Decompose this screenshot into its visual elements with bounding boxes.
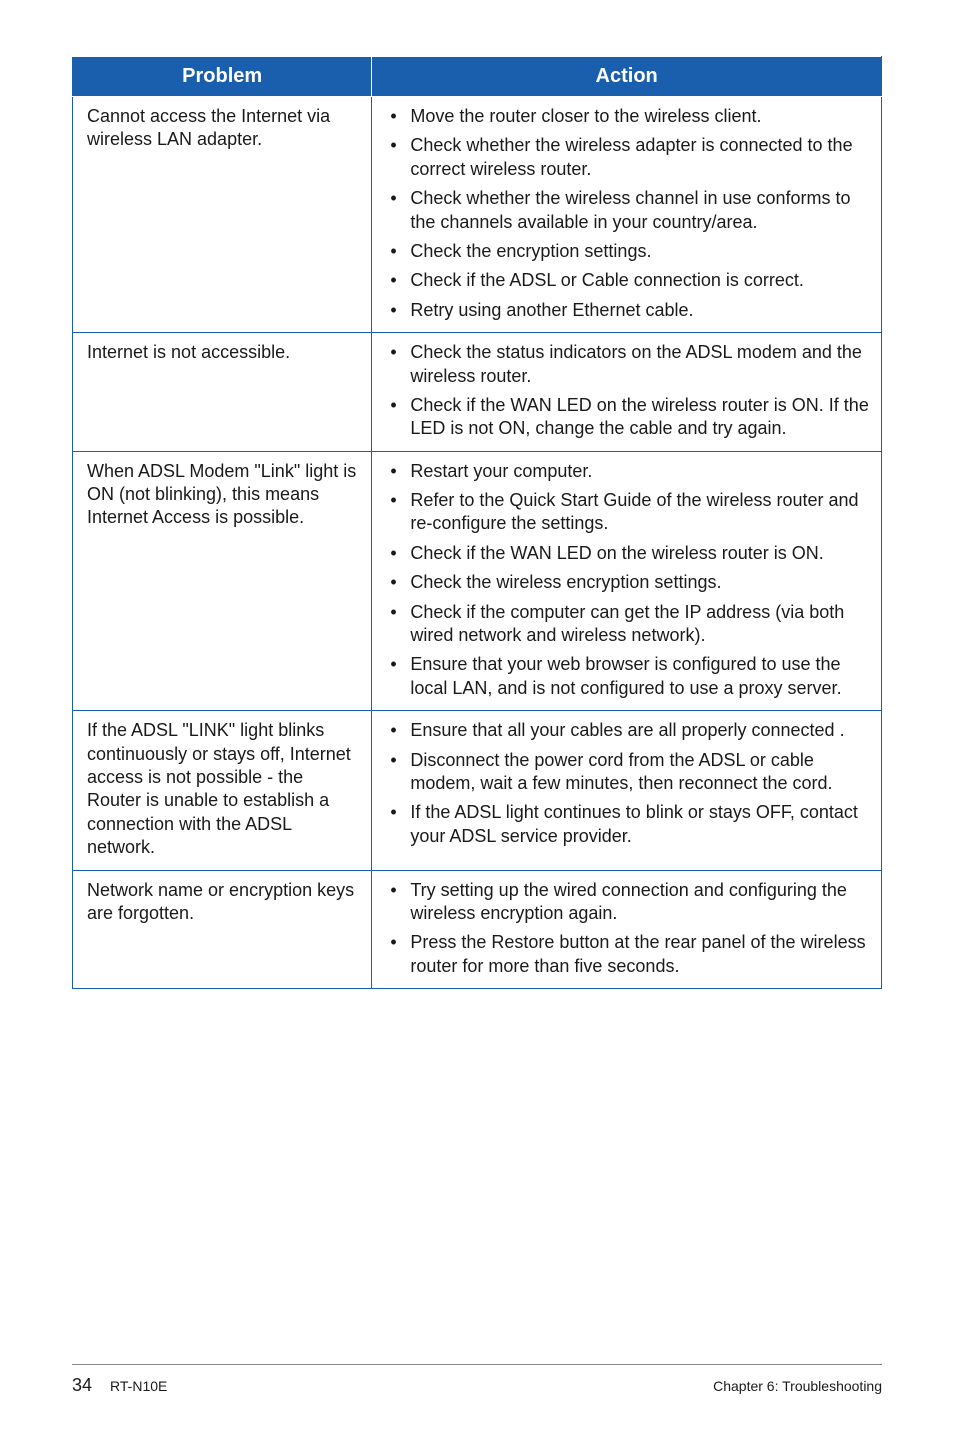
footer-chapter: Chapter 6: Troubleshooting bbox=[713, 1378, 882, 1394]
action-item: Check if the WAN LED on the wireless rou… bbox=[384, 394, 869, 441]
footer-divider bbox=[72, 1364, 882, 1365]
action-list: Check the status indicators on the ADSL … bbox=[384, 341, 869, 441]
table-row: Cannot access the Internet via wireless … bbox=[73, 97, 882, 333]
action-cell: Try setting up the wired connection and … bbox=[372, 870, 882, 989]
problem-cell: If the ADSL "LINK" light blinks continuo… bbox=[73, 711, 372, 870]
action-item: Move the router closer to the wireless c… bbox=[384, 105, 869, 128]
action-cell: Check the status indicators on the ADSL … bbox=[372, 333, 882, 452]
col-header-problem: Problem bbox=[73, 57, 372, 97]
action-cell: Move the router closer to the wireless c… bbox=[372, 97, 882, 333]
troubleshooting-table: Problem Action Cannot access the Interne… bbox=[72, 56, 882, 989]
action-item: Try setting up the wired connection and … bbox=[384, 879, 869, 926]
action-item: Check the status indicators on the ADSL … bbox=[384, 341, 869, 388]
action-cell: Restart your computer. Refer to the Quick… bbox=[372, 451, 882, 711]
action-item: Refer to the Quick Start Guide of the wi… bbox=[384, 489, 869, 536]
action-item: Restart your computer. bbox=[384, 460, 869, 483]
action-list: Move the router closer to the wireless c… bbox=[384, 105, 869, 322]
action-item: If the ADSL light continues to blink or … bbox=[384, 801, 869, 848]
action-cell: Ensure that all your cables are all prop… bbox=[372, 711, 882, 870]
action-item: Check the encryption settings. bbox=[384, 240, 869, 263]
table-row: Network name or encryption keys are forg… bbox=[73, 870, 882, 989]
table-body: Cannot access the Internet via wireless … bbox=[73, 97, 882, 989]
table-row: Internet is not accessible. Check the sta… bbox=[73, 333, 882, 452]
action-item: Check the wireless encryption settings. bbox=[384, 571, 869, 594]
action-item: Disconnect the power cord from the ADSL … bbox=[384, 749, 869, 796]
page-number: 34 bbox=[72, 1375, 92, 1396]
footer-model: RT-N10E bbox=[110, 1378, 167, 1394]
col-header-action: Action bbox=[372, 57, 882, 97]
action-list: Ensure that all your cables are all prop… bbox=[384, 719, 869, 848]
action-list: Restart your computer. Refer to the Quick… bbox=[384, 460, 869, 701]
action-item: Ensure that all your cables are all prop… bbox=[384, 719, 869, 742]
action-item: Check if the WAN LED on the wireless rou… bbox=[384, 542, 869, 565]
page-footer: 34 RT-N10E Chapter 6: Troubleshooting bbox=[0, 1364, 954, 1396]
problem-cell: When ADSL Modem "Link" light is ON (not … bbox=[73, 451, 372, 711]
action-item: Press the Restore button at the rear pan… bbox=[384, 931, 869, 978]
table-row: When ADSL Modem "Link" light is ON (not … bbox=[73, 451, 882, 711]
action-item: Check whether the wireless channel in us… bbox=[384, 187, 869, 234]
problem-cell: Network name or encryption keys are forg… bbox=[73, 870, 372, 989]
problem-cell: Cannot access the Internet via wireless … bbox=[73, 97, 372, 333]
action-list: Try setting up the wired connection and … bbox=[384, 879, 869, 979]
action-item: Retry using another Ethernet cable. bbox=[384, 299, 869, 322]
problem-cell: Internet is not accessible. bbox=[73, 333, 372, 452]
action-item: Ensure that your web browser is configur… bbox=[384, 653, 869, 700]
action-item: Check if the computer can get the IP add… bbox=[384, 601, 869, 648]
action-item: Check if the ADSL or Cable connection is… bbox=[384, 269, 869, 292]
action-item: Check whether the wireless adapter is co… bbox=[384, 134, 869, 181]
table-row: If the ADSL "LINK" light blinks continuo… bbox=[73, 711, 882, 870]
